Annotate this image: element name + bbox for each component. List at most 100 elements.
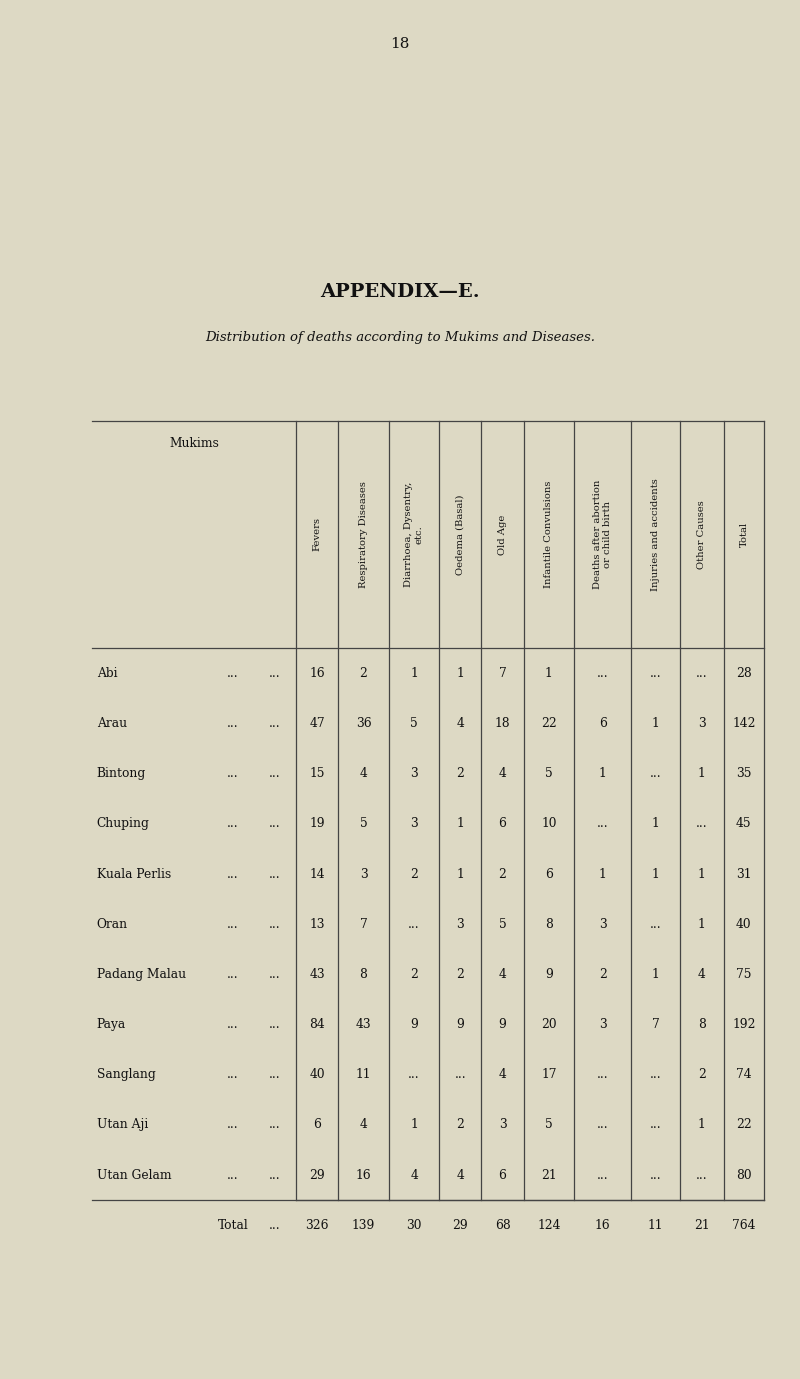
Text: 40: 40 [736,917,752,931]
Text: 4: 4 [698,968,706,980]
Text: Respiratory Diseases: Respiratory Diseases [359,481,368,587]
Text: Fevers: Fevers [313,517,322,552]
Text: 2: 2 [598,968,606,980]
Text: 74: 74 [736,1069,752,1081]
Text: 3: 3 [360,867,367,881]
Text: 4: 4 [410,1168,418,1182]
Text: ...: ... [650,666,662,680]
Text: 30: 30 [406,1219,422,1231]
Text: ...: ... [227,767,238,781]
Text: 5: 5 [498,917,506,931]
Text: ...: ... [270,1069,281,1081]
Text: 6: 6 [545,867,553,881]
Text: ...: ... [270,917,281,931]
Text: 4: 4 [457,1168,464,1182]
Text: 7: 7 [498,666,506,680]
Text: 6: 6 [498,1168,506,1182]
Text: 326: 326 [306,1219,329,1231]
Text: Padang Malau: Padang Malau [97,968,186,980]
Text: ...: ... [597,1168,609,1182]
Text: APPENDIX—E.: APPENDIX—E. [320,283,480,301]
Text: 3: 3 [410,767,418,781]
Text: ...: ... [227,1069,238,1081]
Text: 9: 9 [457,1018,464,1031]
Text: 14: 14 [310,867,325,881]
Text: ...: ... [650,917,662,931]
Text: Diarrhoea, Dysentry,
etc.: Diarrhoea, Dysentry, etc. [404,481,424,587]
Text: 35: 35 [736,767,752,781]
Text: Old Age: Old Age [498,514,507,554]
Text: ...: ... [270,968,281,980]
Text: ...: ... [270,867,281,881]
Text: Abi: Abi [97,666,118,680]
Text: 4: 4 [359,767,367,781]
Text: 9: 9 [545,968,553,980]
Text: ...: ... [227,917,238,931]
Text: 1: 1 [457,666,464,680]
Text: 20: 20 [541,1018,557,1031]
Text: ...: ... [270,1168,281,1182]
Text: Total: Total [218,1219,248,1231]
Text: 3: 3 [698,717,706,729]
Text: 1: 1 [651,717,659,729]
Text: 43: 43 [310,968,325,980]
Text: 29: 29 [453,1219,468,1231]
Text: ...: ... [227,717,238,729]
Text: ...: ... [650,767,662,781]
Text: 764: 764 [732,1219,756,1231]
Text: 11: 11 [648,1219,663,1231]
Text: 45: 45 [736,818,752,830]
Text: 3: 3 [498,1118,506,1132]
Text: ...: ... [270,767,281,781]
Text: 80: 80 [736,1168,752,1182]
Text: 15: 15 [310,767,325,781]
Text: ...: ... [270,1219,281,1231]
Text: 9: 9 [498,1018,506,1031]
Text: ...: ... [650,1168,662,1182]
Text: 4: 4 [457,717,464,729]
Text: ...: ... [270,666,281,680]
Text: 4: 4 [359,1118,367,1132]
Text: ...: ... [408,1069,420,1081]
Text: 1: 1 [698,1118,706,1132]
Text: 5: 5 [545,767,553,781]
Text: 3: 3 [410,818,418,830]
Text: ...: ... [696,1168,708,1182]
Text: 7: 7 [651,1018,659,1031]
Text: Oedema (Basal): Oedema (Basal) [456,494,465,575]
Text: 2: 2 [359,666,367,680]
Text: 1: 1 [410,666,418,680]
Text: 6: 6 [498,818,506,830]
Text: 4: 4 [498,767,506,781]
Text: ...: ... [696,818,708,830]
Text: 5: 5 [410,717,418,729]
Text: Total: Total [739,521,749,547]
Text: 8: 8 [359,968,367,980]
Text: 5: 5 [545,1118,553,1132]
Text: ...: ... [227,1168,238,1182]
Text: 18: 18 [390,37,410,51]
Text: 1: 1 [410,1118,418,1132]
Text: Sanglang: Sanglang [97,1069,155,1081]
Text: 4: 4 [498,968,506,980]
Text: 124: 124 [537,1219,561,1231]
Text: ...: ... [270,717,281,729]
Text: 8: 8 [545,917,553,931]
Text: 2: 2 [410,867,418,881]
Text: 31: 31 [736,867,752,881]
Text: ...: ... [270,1018,281,1031]
Text: 21: 21 [541,1168,557,1182]
Text: Oran: Oran [97,917,128,931]
Text: 139: 139 [352,1219,375,1231]
Text: 68: 68 [494,1219,510,1231]
Text: 13: 13 [310,917,325,931]
Text: Kuala Perlis: Kuala Perlis [97,867,171,881]
Text: 6: 6 [598,717,606,729]
Text: 2: 2 [457,767,464,781]
Text: 28: 28 [736,666,752,680]
Text: 2: 2 [457,968,464,980]
Text: 5: 5 [360,818,367,830]
Text: 142: 142 [732,717,756,729]
Text: 36: 36 [356,717,371,729]
Text: Utan Gelam: Utan Gelam [97,1168,171,1182]
